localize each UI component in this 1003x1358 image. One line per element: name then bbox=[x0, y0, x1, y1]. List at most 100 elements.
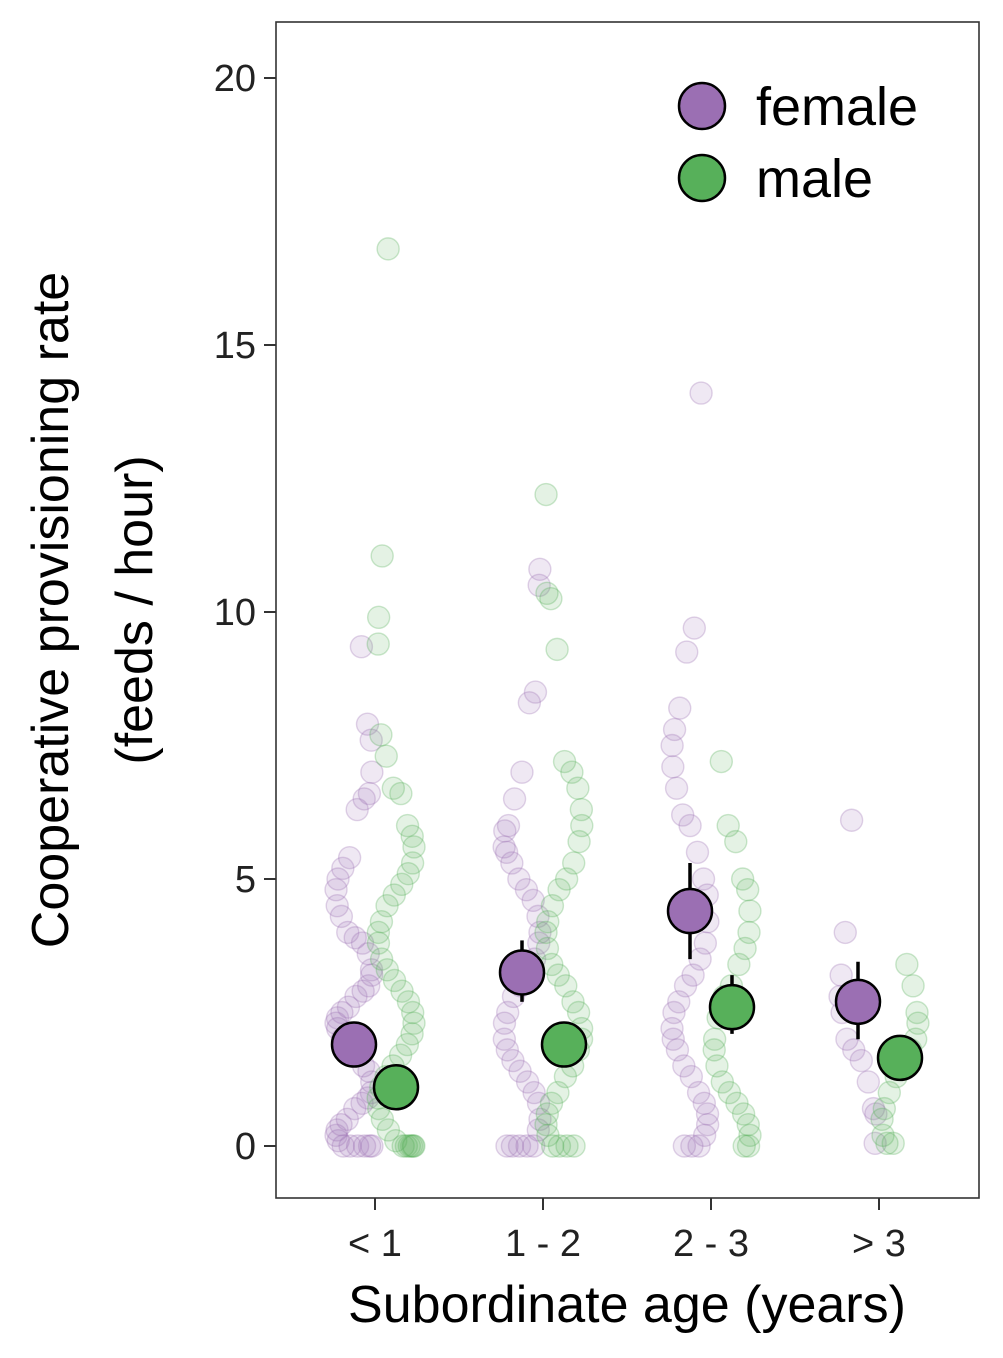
y-tick-label: 15 bbox=[214, 325, 256, 367]
raw-point-female bbox=[350, 1091, 374, 1115]
raw-point-male bbox=[374, 744, 398, 768]
y-tick-label: 0 bbox=[235, 1126, 256, 1168]
raw-point-female bbox=[528, 920, 552, 945]
raw-point-female bbox=[359, 963, 384, 987]
raw-point-male bbox=[566, 776, 590, 800]
raw-point-female bbox=[682, 616, 706, 640]
x-tick-label: > 3 bbox=[852, 1223, 906, 1265]
raw-point-female bbox=[337, 845, 362, 870]
raw-point-female bbox=[338, 1134, 362, 1158]
mean-point-male bbox=[708, 983, 756, 1031]
legend-key-male bbox=[677, 153, 727, 203]
y-tick-label: 5 bbox=[235, 859, 256, 901]
raw-point-female bbox=[344, 984, 368, 1009]
raw-point-female bbox=[335, 1107, 359, 1132]
raw-point-male bbox=[534, 920, 558, 945]
raw-point-female bbox=[670, 803, 695, 827]
raw-point-female bbox=[839, 808, 864, 832]
raw-point-female bbox=[672, 1134, 697, 1158]
raw-points-layer bbox=[324, 237, 930, 1158]
mean-point-male bbox=[372, 1064, 420, 1111]
raw-point-female bbox=[331, 1134, 355, 1158]
raw-point-female bbox=[523, 680, 548, 704]
raw-point-male bbox=[566, 1000, 591, 1025]
raw-point-female bbox=[527, 931, 551, 955]
raw-point-female bbox=[359, 728, 383, 752]
raw-point-female bbox=[496, 813, 521, 838]
raw-point-female bbox=[492, 835, 516, 859]
raw-point-female bbox=[668, 696, 692, 720]
raw-point-male bbox=[736, 1112, 760, 1137]
raw-point-female bbox=[325, 1118, 349, 1142]
raw-point-male bbox=[877, 1080, 902, 1105]
raw-point-male bbox=[881, 1131, 905, 1156]
raw-point-female bbox=[672, 1054, 696, 1078]
raw-point-female bbox=[336, 995, 361, 1019]
raw-point-male bbox=[871, 1123, 895, 1148]
raw-point-male bbox=[875, 1131, 899, 1156]
raw-point-female bbox=[500, 851, 524, 875]
raw-point-male bbox=[366, 920, 391, 945]
raw-point-female bbox=[508, 1059, 532, 1083]
mean-point-female bbox=[666, 887, 714, 935]
legend: female male bbox=[677, 77, 918, 209]
raw-point-female bbox=[507, 1134, 532, 1158]
raw-point-male bbox=[725, 1091, 749, 1115]
x-tick-label: 2 - 3 bbox=[673, 1223, 749, 1265]
raw-point-female bbox=[515, 1134, 539, 1158]
raw-point-female bbox=[345, 1134, 370, 1158]
raw-point-female bbox=[695, 1102, 720, 1126]
raw-point-female bbox=[679, 1064, 704, 1089]
y-tick-label: 20 bbox=[214, 58, 256, 100]
x-tick-label: < 1 bbox=[348, 1223, 402, 1265]
raw-point-male bbox=[534, 482, 558, 507]
raw-point-male bbox=[370, 1107, 395, 1132]
raw-point-male bbox=[905, 1000, 929, 1025]
raw-point-male bbox=[396, 861, 420, 886]
raw-point-female bbox=[526, 1091, 551, 1115]
legend-key-female bbox=[677, 81, 727, 131]
raw-point-male bbox=[536, 1123, 560, 1148]
raw-point-female bbox=[329, 904, 354, 929]
y-tick-label: 10 bbox=[214, 592, 256, 634]
raw-point-male bbox=[724, 829, 748, 854]
raw-point-female bbox=[687, 1134, 711, 1158]
raw-point-male bbox=[547, 1134, 572, 1158]
raw-point-male bbox=[738, 1123, 762, 1148]
raw-point-male bbox=[395, 1032, 420, 1057]
raw-point-male bbox=[702, 1027, 727, 1051]
raw-point-female bbox=[345, 797, 369, 822]
x-axis-title: Subordinate age (years) bbox=[348, 1276, 906, 1334]
raw-point-female bbox=[660, 1016, 684, 1041]
raw-point-female bbox=[849, 1048, 874, 1073]
raw-point-female bbox=[350, 931, 375, 955]
raw-point-male bbox=[535, 581, 559, 606]
raw-point-female bbox=[686, 1080, 711, 1105]
raw-point-male bbox=[561, 990, 585, 1014]
summary-layer bbox=[330, 862, 924, 1111]
raw-point-male bbox=[735, 877, 760, 902]
y-axis: 0 5 10 15 20 bbox=[214, 58, 276, 1168]
raw-point-female bbox=[692, 1091, 717, 1115]
raw-point-male bbox=[547, 877, 571, 902]
raw-point-male bbox=[366, 605, 391, 630]
raw-point-male bbox=[546, 1080, 570, 1105]
raw-point-female bbox=[326, 1128, 350, 1153]
raw-point-male bbox=[535, 1102, 559, 1126]
raw-point-male bbox=[391, 1134, 415, 1158]
raw-point-female bbox=[661, 755, 685, 779]
raw-point-male bbox=[738, 899, 762, 923]
raw-point-female bbox=[343, 1096, 367, 1121]
raw-point-female bbox=[502, 787, 527, 811]
raw-point-male bbox=[401, 1000, 425, 1025]
raw-point-male bbox=[716, 813, 740, 838]
raw-point-female bbox=[861, 1096, 886, 1121]
raw-point-female bbox=[326, 867, 350, 891]
raw-point-female bbox=[352, 787, 376, 811]
raw-point-female bbox=[355, 712, 380, 736]
raw-point-female bbox=[360, 760, 384, 784]
raw-point-male bbox=[895, 952, 919, 977]
raw-point-female bbox=[693, 931, 718, 955]
raw-point-male bbox=[534, 1112, 558, 1137]
raw-point-female bbox=[496, 1000, 520, 1025]
